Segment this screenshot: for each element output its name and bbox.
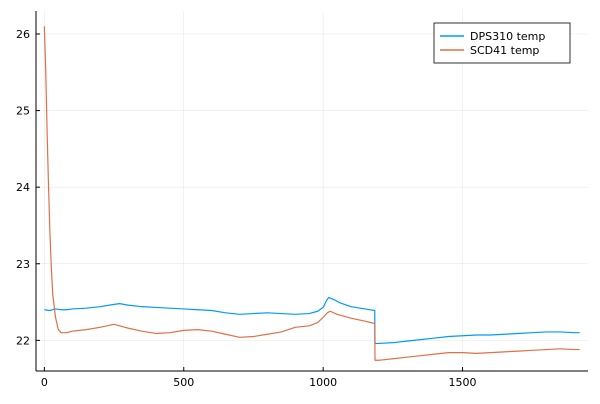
axes: 0 500 1000 1500 22 23 24 25 26 — [16, 11, 588, 389]
legend-box — [433, 22, 571, 64]
y-tick-label: 22 — [16, 334, 30, 347]
y-tick-label: 26 — [16, 28, 30, 41]
y-tick-label: 23 — [16, 258, 30, 271]
x-tick-label: 1000 — [309, 376, 337, 389]
x-tick-label: 500 — [173, 376, 194, 389]
grid — [36, 11, 588, 371]
y-tick-label: 25 — [16, 105, 30, 118]
legend-label: DPS310 temp — [470, 30, 545, 43]
series-line-dps310-temp — [44, 296, 580, 345]
y-tick-label: 24 — [16, 181, 30, 194]
series-lines — [43, 26, 580, 361]
x-tick-label: 1500 — [449, 376, 477, 389]
series-line-scd41-temp — [43, 26, 580, 361]
x-tick-label: 0 — [41, 376, 48, 389]
legend-label: SCD41 temp — [470, 44, 539, 57]
